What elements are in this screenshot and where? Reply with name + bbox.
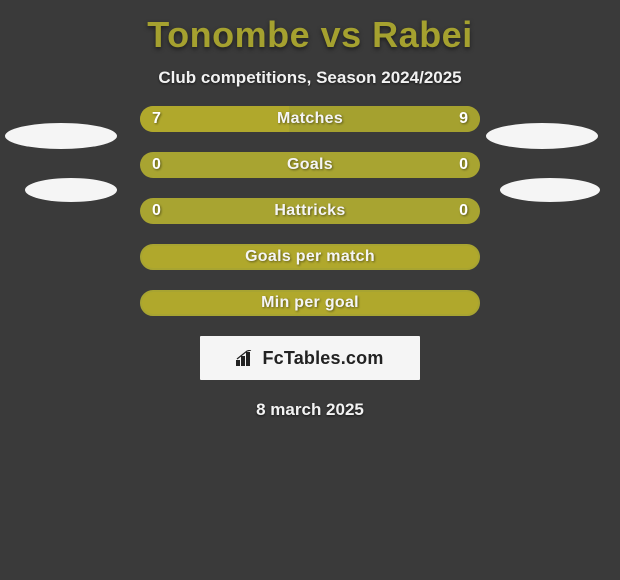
stat-row: Hattricks0 0: [140, 198, 480, 224]
title-vs: vs: [321, 14, 362, 55]
logo-text: FcTables.com: [262, 348, 383, 369]
stat-label: Goals: [140, 152, 480, 178]
stat-val-left: 0: [152, 198, 161, 224]
stat-val-right: 0: [459, 198, 468, 224]
bars-icon: [236, 350, 256, 366]
stat-val-left: 7: [152, 106, 161, 132]
page-title: Tonombe vs Rabei: [0, 6, 620, 60]
stat-label: Hattricks: [140, 198, 480, 224]
stat-label: Goals per match: [142, 246, 478, 268]
stat-row: Goals0 0: [140, 152, 480, 178]
logo-box: FcTables.com: [200, 336, 420, 380]
decorative-ellipse: [500, 178, 600, 202]
main-container: Tonombe vs Rabei Club competitions, Seas…: [0, 0, 620, 580]
subtitle: Club competitions, Season 2024/2025: [0, 60, 620, 106]
player1-name: Tonombe: [147, 14, 310, 55]
decorative-ellipse: [486, 123, 598, 149]
decorative-ellipse: [5, 123, 117, 149]
stat-label: Min per goal: [142, 292, 478, 314]
stat-val-right: 0: [459, 152, 468, 178]
player2-name: Rabei: [372, 14, 473, 55]
stat-val-right: 9: [459, 106, 468, 132]
stat-row: Min per goal: [140, 290, 480, 316]
decorative-ellipse: [25, 178, 117, 202]
stat-val-left: 0: [152, 152, 161, 178]
stat-row: Matches7 9: [140, 106, 480, 132]
stat-row: Goals per match: [140, 244, 480, 270]
footer-date: 8 march 2025: [0, 380, 620, 420]
stat-rows: Matches79Goals00Hattricks00Goals per mat…: [140, 106, 480, 316]
stat-label: Matches: [140, 106, 480, 132]
